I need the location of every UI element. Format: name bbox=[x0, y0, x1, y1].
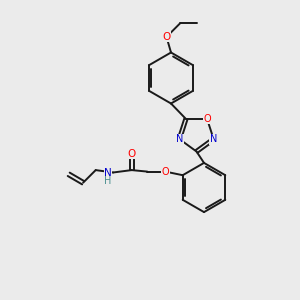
Text: N: N bbox=[104, 167, 112, 178]
Text: O: O bbox=[203, 114, 211, 124]
Text: N: N bbox=[210, 134, 217, 144]
Text: N: N bbox=[176, 134, 183, 144]
Text: H: H bbox=[104, 176, 112, 186]
Text: O: O bbox=[161, 167, 169, 177]
Text: O: O bbox=[162, 32, 171, 42]
Text: O: O bbox=[128, 148, 136, 159]
